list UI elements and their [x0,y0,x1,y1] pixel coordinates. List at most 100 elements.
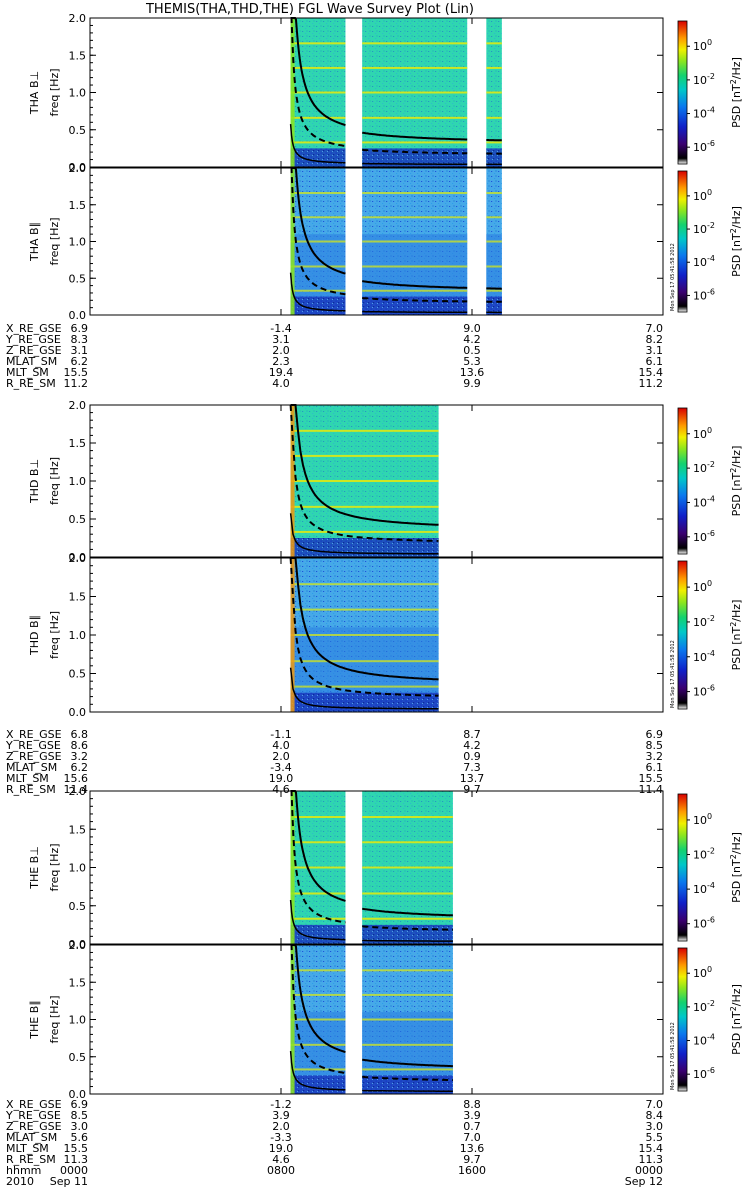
ephemeris-value: 6.9 [71,322,89,335]
spectrogram-low-band-noise [362,1075,453,1094]
y-tick-label: 1.0 [69,629,87,642]
colorbar [677,560,688,710]
ephemeris-value: 13.6 [460,1142,485,1155]
spectrogram-line [290,841,346,844]
gyrofrequency-curve [362,1075,453,1082]
gyrofrequency-curve [290,790,346,902]
spectrogram-block [289,790,346,944]
gyrofrequency-curve [290,17,346,126]
spectrogram-panel-tha-perp: 0.0 0.5 1.0 1.5 2.0 THA B⊥ freq [Hz] 100 10-2 10-… [28,12,743,174]
ephemeris-value: 3.9 [272,1109,290,1122]
time-tick-label: 0000 [60,1164,88,1177]
ephemeris-value: 8.7 [463,728,481,741]
gyrofrequency-curve [290,167,346,275]
colorbar [677,793,688,942]
ephemeris-value: 15.4 [639,366,664,379]
spectrogram-line [362,91,468,94]
spectrogram-line [290,993,346,996]
gyrofrequency-curve [362,148,468,155]
spectrogram-low-band-noise [290,296,346,315]
ephemeris-value: 15.5 [64,366,89,379]
spectrogram-line [290,42,346,45]
y-tick-label: 0.5 [69,513,87,526]
ephemeris-value: -1.2 [270,1098,291,1111]
colorbar-tick-label: 10-6 [693,1066,715,1081]
spectrogram-block [289,167,346,315]
ephemeris-value: 7.0 [646,322,664,335]
spectrogram-line [290,216,346,219]
ephemeris-value: 8.2 [646,333,664,346]
spectrogram-line [486,265,502,268]
spectrogram-panel-tha-par: 0.0 0.5 1.0 1.5 2.0 THA B∥ freq [Hz] 100 10-2 10-… [28,162,743,322]
colorbar-label: PSD [nT2/Hz] [729,446,743,517]
ephemeris-value: 11.2 [639,377,664,390]
ephemeris-value: 6.8 [71,728,89,741]
y-axis-label: freq [Hz] [48,995,61,1043]
spectrogram-line [362,289,468,292]
ephemeris-value: 6.9 [71,1098,89,1111]
ephemeris-value: -3.3 [270,1131,291,1144]
spectrogram-line [362,265,468,268]
colorbar-tick-label: 10-6 [693,139,715,154]
panel-label: THE B∥ [28,1000,41,1039]
gyrofrequency-curve [290,167,346,296]
y-tick-label: 2.0 [69,12,87,25]
spectrogram-line [290,816,346,819]
panel-label: THA B⊥ [28,71,41,115]
ephemeris-value: 4.2 [463,333,481,346]
ephemeris-value: 15.5 [639,772,664,785]
colorbar-label: PSD [nT2/Hz] [729,600,743,671]
ephemeris-row-name: Z_RE_GSE [6,750,62,763]
spectrogram-edge [290,405,295,557]
spectrogram-block [289,944,346,1094]
time-row-label: hhmm [6,1164,41,1177]
ephemeris-value: 3.2 [71,750,89,763]
spectrogram-line [290,429,439,432]
spectrogram-line [290,969,346,972]
colorbar-tick-label: 10-2 [693,999,715,1014]
colorbar-tick-label: 10-2 [693,72,715,87]
y-tick-label: 0.0 [69,161,87,174]
spectrogram-line [290,289,346,292]
ephemeris-value: 3.0 [71,1120,89,1133]
spectrogram-block [362,945,453,1094]
y-tick-label: 0.5 [69,668,87,681]
spectrogram-panel-thd-perp: 0.0 0.5 1.0 1.5 2.0 THD B⊥ freq [Hz] 100 10-2 10-… [28,399,743,564]
colorbar-tick-label: 100 [693,965,712,980]
spectrogram-low-band-noise [362,924,453,944]
spectrogram-line [290,685,439,688]
ephemeris-value: 3.9 [463,1109,481,1122]
time-tick-label: 0000 [635,1164,663,1177]
colorbar-tick-label: 10-2 [693,614,715,629]
ephemeris-value: 2.0 [272,750,290,763]
ephemeris-value: -3.4 [270,761,291,774]
ephemeris-value: 6.1 [646,355,664,368]
spectrogram-panel-the-par: 0.0 0.5 1.0 1.5 2.0 THE B∥ freq [Hz] 100 10-2 10-… [28,939,743,1101]
colorbar-tick-label: 10-2 [693,847,715,862]
colorbar-tick-label: 10-6 [693,684,715,699]
y-tick-label: 0.5 [69,272,87,285]
spectrogram-line [290,917,346,920]
y-axis-label: freq [Hz] [48,217,61,265]
y-tick-label: 1.5 [69,823,87,836]
y-axis-label: freq [Hz] [48,843,61,891]
y-tick-label: 0.0 [69,938,87,951]
colorbar-tick-label: 10-4 [693,881,715,896]
y-tick-label: 1.5 [69,199,87,212]
ephemeris-value: 3.2 [646,750,664,763]
ephemeris-value: 0.7 [463,1120,481,1133]
gyrofrequency-curve [290,944,346,1053]
colorbar-tick-label: 10-6 [693,287,715,302]
y-tick-label: 0.0 [69,309,87,322]
spectrogram-line [290,530,439,533]
y-tick-label: 1.0 [69,1014,87,1027]
ephemeris-row-name: MLAT_SM [6,761,57,774]
spectrogram-block [362,18,468,167]
ephemeris-row-name: X_RE_GSE [6,728,62,741]
y-tick-label: 2.0 [69,162,87,175]
colorbar [677,947,688,1092]
spectrogram-line [290,1018,346,1021]
ephemeris-value: 2.0 [272,344,290,357]
ephemeris-value: 9.9 [463,377,481,390]
